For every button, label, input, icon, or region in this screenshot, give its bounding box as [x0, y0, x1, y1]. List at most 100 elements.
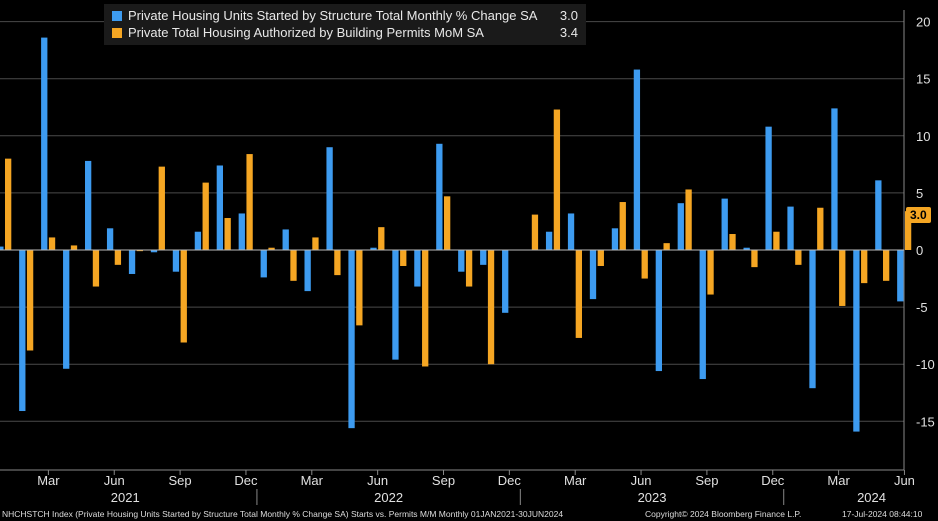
bar-starts [0, 246, 4, 250]
x-tick-label: Jun [894, 473, 915, 488]
bar-starts [502, 250, 509, 313]
bar-starts [216, 165, 223, 250]
bar-permits [70, 245, 78, 250]
footer: NHCHSTCH Index (Private Housing Units St… [0, 508, 938, 521]
x-tick-label: Dec [498, 473, 522, 488]
bar-permits [839, 250, 846, 306]
bar-starts [853, 250, 860, 432]
bar-permits [92, 250, 100, 287]
bar-permits [26, 250, 34, 351]
y-tick-label: 20 [916, 15, 930, 30]
bar-starts [831, 108, 838, 250]
bar-permits [444, 196, 451, 250]
legend-value-permits: 3.4 [559, 25, 578, 40]
bar-starts [85, 160, 92, 250]
bar-starts [282, 229, 289, 250]
bar-starts [238, 213, 245, 250]
x-tick-label: Mar [564, 473, 587, 488]
y-tick-label: 15 [916, 72, 930, 87]
bar-starts [655, 250, 662, 372]
x-tick-label: Dec [761, 473, 785, 488]
y-tick-label: -5 [916, 300, 928, 315]
y-tick-label: -10 [916, 357, 935, 372]
legend-item-starts: Private Housing Units Started by Structu… [112, 7, 578, 24]
legend-label-starts: Private Housing Units Started by Structu… [128, 8, 538, 23]
bar-permits [883, 250, 890, 281]
bar-starts [19, 250, 26, 412]
legend-swatch-starts [112, 10, 122, 21]
bar-starts [128, 250, 136, 274]
bar-permits [641, 250, 648, 279]
bar-permits [356, 250, 363, 326]
bar-starts [260, 250, 267, 278]
bar-permits [531, 214, 539, 250]
bar-permits [487, 250, 495, 365]
legend-item-permits: Private Total Housing Authorized by Buil… [112, 24, 578, 41]
bar-permits [5, 158, 12, 250]
bar-starts [194, 231, 202, 250]
bar-starts [41, 37, 48, 251]
year-label: 2021 [111, 490, 140, 505]
bar-permits [312, 237, 319, 250]
bar-permits [817, 207, 824, 250]
bar-permits [334, 250, 341, 276]
legend: Private Housing Units Started by Structu… [104, 4, 586, 45]
bar-starts [304, 250, 311, 292]
footer-ticker: NHCHSTCH Index (Private Housing Units St… [2, 509, 564, 519]
bar-starts [721, 198, 728, 250]
bar-permits [773, 231, 780, 250]
bar-permits [465, 250, 473, 287]
bar-permits [422, 250, 429, 367]
bar-starts [370, 247, 377, 250]
bar-starts [809, 250, 816, 389]
bar-permits [246, 154, 253, 250]
bar-permits [224, 218, 231, 250]
bar-permits [290, 250, 297, 281]
bar-starts [172, 250, 180, 272]
bar-starts [545, 231, 553, 250]
bar-permits [575, 250, 582, 338]
bar-permits [400, 250, 407, 266]
x-tick-label: Sep [695, 473, 718, 488]
bar-starts [875, 180, 882, 250]
bar-starts [897, 250, 904, 302]
bar-starts [106, 228, 114, 250]
bar-permits [378, 227, 385, 250]
year-label: 2023 [638, 490, 667, 505]
bar-permits [904, 211, 912, 250]
bar-permits [597, 250, 604, 266]
bar-starts [589, 250, 597, 300]
bar-permits [751, 250, 758, 268]
x-tick-label: Jun [367, 473, 388, 488]
x-tick-label: Mar [301, 473, 324, 488]
footer-timestamp: 17-Jul-2024 08:44:10 [842, 509, 923, 519]
x-tick-label: Mar [827, 473, 850, 488]
x-tick-label: Dec [234, 473, 258, 488]
bar-starts [480, 250, 487, 265]
bar-permits [202, 182, 209, 250]
bar-permits [685, 189, 692, 250]
bar-starts [611, 228, 619, 250]
footer-copyright: Copyright© 2024 Bloomberg Finance L.P. [645, 509, 802, 519]
bar-permits [619, 202, 626, 250]
bar-permits [861, 250, 868, 284]
y-tick-label: 5 [916, 186, 923, 201]
bar-starts [633, 69, 641, 250]
bar-permits [114, 250, 122, 265]
bar-permits [136, 250, 143, 252]
bar-starts [150, 250, 158, 253]
year-label: 2022 [374, 490, 403, 505]
bar-permits [663, 243, 670, 250]
bar-starts [326, 147, 333, 250]
x-tick-label: Mar [37, 473, 60, 488]
x-tick-label: Jun [104, 473, 125, 488]
x-tick-label: Sep [169, 473, 192, 488]
bar-starts [63, 250, 70, 369]
legend-swatch-permits [112, 27, 122, 38]
bar-permits [158, 166, 165, 250]
y-tick-label: 10 [916, 129, 930, 144]
bar-starts [436, 143, 443, 250]
legend-value-starts: 3.0 [559, 8, 578, 23]
bar-starts [743, 247, 750, 250]
